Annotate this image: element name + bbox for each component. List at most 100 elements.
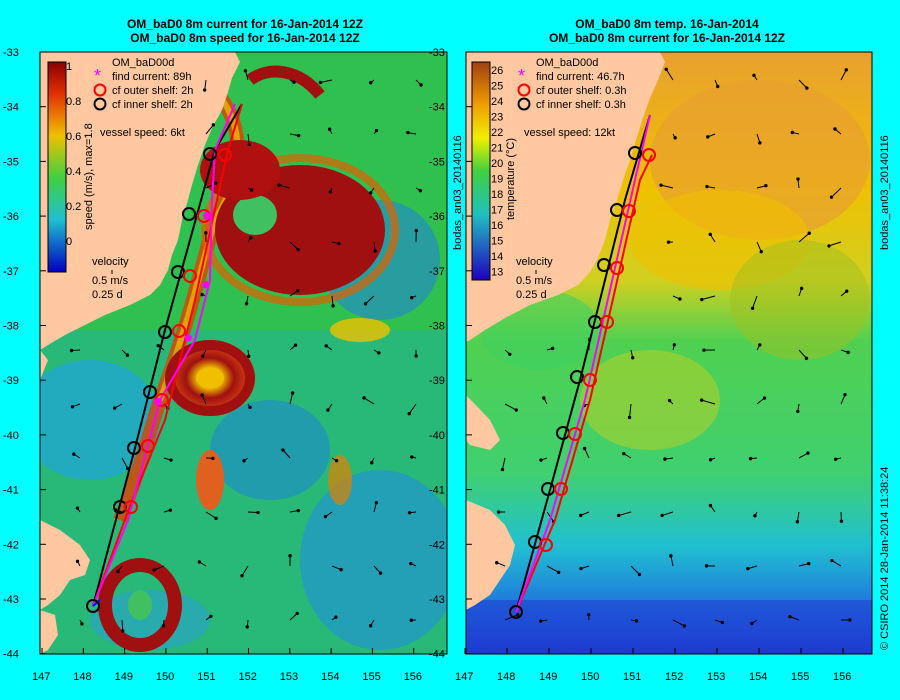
velocity-arrow-icon <box>796 177 800 189</box>
velocity-arrow-icon <box>318 79 333 85</box>
velocity-arrow-icon <box>500 457 506 472</box>
right-colorbar-tick: 20 <box>491 158 503 170</box>
legend-label: find current: 89h <box>112 71 192 83</box>
velocity-arrow-icon <box>840 68 848 81</box>
velocity-arrow-icon <box>756 241 763 254</box>
right-colorbar-tick: 14 <box>491 251 503 263</box>
velocity-arrow-icon <box>289 79 296 84</box>
velocity-arrow-icon <box>830 558 842 567</box>
velocity-arrow-icon <box>116 565 123 574</box>
left-title-line2: OM_baD0 8m speed for 16-Jan-2014 12Z <box>130 31 360 45</box>
velocity-arrow-icon <box>672 619 687 628</box>
left-velocity-scale-2: 0.25 d <box>92 289 123 301</box>
left-marker-red <box>124 500 138 514</box>
velocity-arrow-icon <box>409 618 417 622</box>
velocity-arrow-icon <box>546 565 561 575</box>
left-marker-black <box>171 265 185 279</box>
right-colorbar-tick: 21 <box>491 143 503 155</box>
lon-tick-label: 152 <box>239 671 257 683</box>
lon-tick-label: 151 <box>197 671 215 683</box>
legend-label: cf outer shelf: 0.3h <box>536 85 627 97</box>
velocity-arrow-icon <box>373 500 379 513</box>
legend-label: cf outer shelf: 2h <box>112 85 193 97</box>
velocity-arrow-icon <box>328 187 333 194</box>
velocity-arrow-icon <box>369 79 375 85</box>
velocity-arrow-icon <box>840 289 849 297</box>
velocity-arrow-icon <box>205 456 215 461</box>
velocity-arrow-icon <box>539 619 548 623</box>
lon-tick-label: 156 <box>833 671 851 683</box>
velocity-arrow-icon <box>702 348 716 352</box>
velocity-arrow-icon <box>672 343 677 351</box>
velocity-arrow-icon <box>75 506 81 513</box>
left-colorbar: 1 0.8 0.6 0.4 0.2 0 <box>47 61 81 273</box>
left-route-markers <box>86 147 232 613</box>
velocity-arrow-icon <box>750 619 758 626</box>
velocity-arrow-icon <box>630 565 642 577</box>
left-side-label: bodas_an03_20140116 <box>452 135 464 250</box>
velocity-arrow-icon <box>362 396 375 405</box>
velocity-arrow-icon <box>672 133 677 140</box>
velocity-arrow-icon <box>323 511 333 519</box>
lat-tick-label: -37 <box>3 266 19 278</box>
right-colorbar-tick: 17 <box>491 205 503 217</box>
velocity-arrow-icon <box>504 403 518 412</box>
lon-tick-label: 149 <box>115 671 133 683</box>
velocity-arrow-icon <box>705 184 716 189</box>
right-marker-red <box>610 261 624 275</box>
velocity-arrow-icon <box>197 560 207 567</box>
lat-tick-label: -34 <box>3 102 19 114</box>
right-vessel-speed: vessel speed: 12kt <box>524 127 615 139</box>
right-colorbar-tick: 18 <box>491 189 503 201</box>
left-title-line1: OM_baD0 8m current for 16-Jan-2014 12Z <box>126 17 364 31</box>
velocity-arrow-icon <box>700 295 716 302</box>
lon-tick-label: 150 <box>581 671 599 683</box>
right-route-black <box>515 114 651 613</box>
velocity-arrow-icon <box>331 295 335 308</box>
right-route-magenta <box>515 114 651 613</box>
velocity-arrow-icon <box>289 289 300 297</box>
velocity-arrow-icon <box>247 187 254 192</box>
right-marker-black <box>597 258 611 272</box>
lon-tick-label: 148 <box>73 671 91 683</box>
velocity-arrow-icon <box>630 349 635 360</box>
legend-label: find current: 46.7h <box>536 71 625 83</box>
velocity-arrow-icon <box>539 457 548 462</box>
left-route-stars: * * * * <box>154 210 211 415</box>
velocity-arrow-icon <box>70 403 81 409</box>
velocity-arrow-icon <box>546 346 555 351</box>
velocity-arrow-icon <box>289 241 300 252</box>
velocity-arrow-icon <box>708 503 716 513</box>
velocity-arrow-icon <box>373 565 383 575</box>
velocity-arrow-icon <box>163 457 173 462</box>
lon-tick-label: 151 <box>623 671 641 683</box>
legend-circle-icon <box>517 83 531 97</box>
latitude-ticks: -33 -33 -34 -34 -35 -35 -36 -36 -37 -37 -38 -38 -39 -… <box>3 47 472 661</box>
right-map-frame <box>465 51 873 655</box>
legend-circle-icon <box>93 83 107 97</box>
velocity-arrow-icon <box>582 446 590 459</box>
velocity-arrow-icon <box>704 564 716 568</box>
velocity-arrow-icon <box>748 456 758 461</box>
velocity-arrow-icon <box>244 295 249 306</box>
velocity-arrow-icon <box>663 457 674 461</box>
velocity-arrow-icon <box>281 448 291 459</box>
right-route-red <box>515 154 653 613</box>
velocity-arrow-icon <box>833 127 842 135</box>
velocity-arrow-icon <box>240 565 249 578</box>
velocity-arrow-icon <box>833 457 842 461</box>
velocity-arrow-icon <box>667 398 674 405</box>
lat-tick-label: -43 <box>429 594 445 606</box>
left-colorbar-tick: 0.8 <box>66 96 81 108</box>
velocity-arrow-icon <box>798 286 804 297</box>
right-legend: OM_baD00d * find current: 46.7h cf outer s… <box>505 57 627 301</box>
velocity-arrow-icon <box>795 511 800 524</box>
velocity-arrow-icon <box>409 295 417 300</box>
velocity-arrow-icon <box>579 511 590 518</box>
lon-tick-label: 153 <box>707 671 725 683</box>
lat-tick-label: -42 <box>429 539 445 551</box>
left-marker-black <box>143 385 157 399</box>
velocity-arrow-icon <box>327 127 333 135</box>
velocity-arrow-icon <box>79 619 84 626</box>
right-marker-red <box>554 482 568 496</box>
